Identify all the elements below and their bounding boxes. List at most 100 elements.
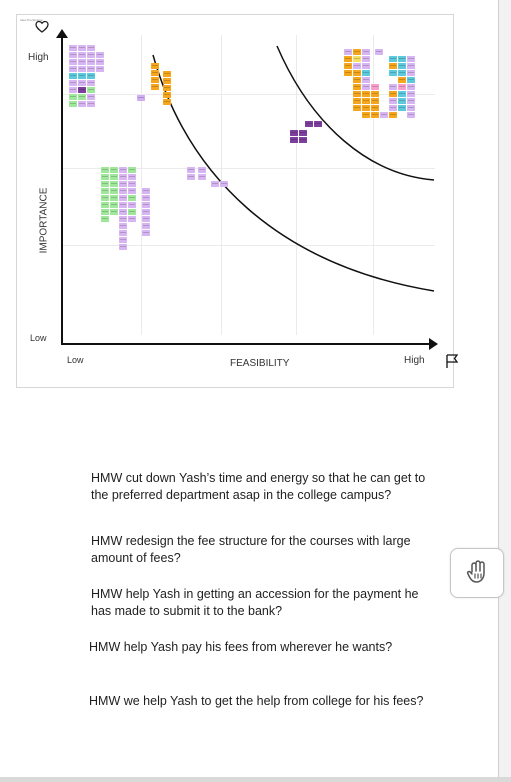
sticky-note bbox=[398, 56, 406, 62]
sticky-note bbox=[407, 63, 415, 69]
sticky-note bbox=[101, 167, 109, 173]
sticky-note bbox=[119, 167, 127, 173]
sticky-note bbox=[407, 105, 415, 111]
sticky-note bbox=[163, 85, 171, 91]
bottom-scroll-strip bbox=[0, 777, 511, 782]
heart-icon bbox=[35, 20, 49, 33]
right-scroll-gutter bbox=[499, 0, 511, 782]
sticky-note bbox=[151, 77, 159, 83]
sticky-note bbox=[110, 209, 118, 215]
sticky-note bbox=[398, 105, 406, 111]
sticky-note bbox=[375, 49, 383, 55]
sticky-note bbox=[128, 209, 136, 215]
sticky-note bbox=[163, 78, 171, 84]
hmw-item-1: HMW cut down Yash’s time and energy so t… bbox=[91, 471, 426, 502]
sticky-note bbox=[69, 59, 77, 65]
sticky-note bbox=[119, 188, 127, 194]
sticky-note bbox=[78, 87, 86, 93]
sticky-note bbox=[128, 216, 136, 222]
matrix-mini-label: Idea Prioritization bbox=[20, 18, 44, 22]
sticky-note bbox=[398, 63, 406, 69]
hand-tool-button[interactable] bbox=[450, 548, 504, 598]
sticky-note bbox=[142, 202, 150, 208]
sticky-note bbox=[344, 56, 352, 62]
sticky-note bbox=[353, 84, 361, 90]
sticky-note bbox=[78, 80, 86, 86]
sticky-note bbox=[101, 195, 109, 201]
sticky-note bbox=[305, 121, 313, 127]
grid-line-h1 bbox=[62, 94, 435, 95]
sticky-note bbox=[151, 63, 159, 69]
hand-icon bbox=[466, 560, 485, 583]
hmw-item-2: HMW redesign the fee structure for the c… bbox=[91, 534, 411, 565]
sticky-note bbox=[353, 105, 361, 111]
sticky-note bbox=[353, 49, 361, 55]
sticky-note bbox=[389, 56, 397, 62]
sticky-note bbox=[198, 174, 206, 180]
sticky-note bbox=[142, 223, 150, 229]
sticky-note bbox=[407, 98, 415, 104]
hmw-item-4: HMW help Yash pay his fees from wherever… bbox=[89, 640, 393, 654]
grid-line-v3 bbox=[296, 35, 297, 335]
sticky-note bbox=[353, 98, 361, 104]
sticky-note bbox=[398, 70, 406, 76]
sticky-note bbox=[78, 73, 86, 79]
sticky-note bbox=[362, 77, 370, 83]
sticky-note bbox=[119, 216, 127, 222]
sticky-note bbox=[389, 105, 397, 111]
sticky-note bbox=[371, 91, 379, 97]
sticky-note bbox=[362, 49, 370, 55]
sticky-note bbox=[87, 87, 95, 93]
sticky-note bbox=[128, 181, 136, 187]
sticky-note bbox=[101, 209, 109, 215]
sticky-note bbox=[353, 77, 361, 83]
sticky-note bbox=[344, 70, 352, 76]
grid-line-v1 bbox=[141, 35, 142, 335]
sticky-note bbox=[353, 70, 361, 76]
x-axis-title: FEASIBILITY bbox=[230, 358, 290, 369]
sticky-note bbox=[398, 77, 406, 83]
sticky-note bbox=[407, 112, 415, 118]
sticky-note bbox=[407, 84, 415, 90]
sticky-note bbox=[87, 101, 95, 107]
sticky-note bbox=[128, 174, 136, 180]
sticky-note bbox=[128, 188, 136, 194]
sticky-note bbox=[362, 63, 370, 69]
y-low-label: Low bbox=[30, 333, 47, 343]
sticky-note bbox=[407, 91, 415, 97]
sticky-note bbox=[69, 101, 77, 107]
sticky-note bbox=[389, 98, 397, 104]
y-axis-line bbox=[61, 35, 63, 345]
sticky-note bbox=[344, 49, 352, 55]
x-axis-line bbox=[61, 343, 432, 345]
sticky-note bbox=[96, 52, 104, 58]
grid-line-v4 bbox=[373, 35, 374, 335]
sticky-note bbox=[128, 202, 136, 208]
sticky-note bbox=[389, 91, 397, 97]
sticky-note bbox=[101, 216, 109, 222]
sticky-note bbox=[163, 71, 171, 77]
sticky-note bbox=[407, 56, 415, 62]
sticky-note bbox=[119, 181, 127, 187]
sticky-note bbox=[101, 188, 109, 194]
flag-icon bbox=[446, 354, 459, 368]
sticky-note bbox=[362, 56, 370, 62]
sticky-note bbox=[142, 230, 150, 236]
sticky-note bbox=[211, 181, 219, 187]
sticky-note bbox=[187, 174, 195, 180]
sticky-note bbox=[151, 84, 159, 90]
y-axis-arrow bbox=[56, 29, 68, 38]
sticky-note bbox=[220, 181, 228, 187]
sticky-note bbox=[163, 99, 171, 105]
sticky-note bbox=[353, 56, 361, 62]
sticky-note bbox=[110, 195, 118, 201]
sticky-note bbox=[299, 137, 307, 143]
sticky-note bbox=[119, 237, 127, 243]
sticky-note bbox=[78, 66, 86, 72]
sticky-note bbox=[314, 121, 322, 127]
sticky-note bbox=[142, 188, 150, 194]
grid-line-h3 bbox=[62, 245, 435, 246]
sticky-note bbox=[69, 52, 77, 58]
sticky-note bbox=[299, 130, 307, 136]
sticky-note bbox=[371, 112, 379, 118]
